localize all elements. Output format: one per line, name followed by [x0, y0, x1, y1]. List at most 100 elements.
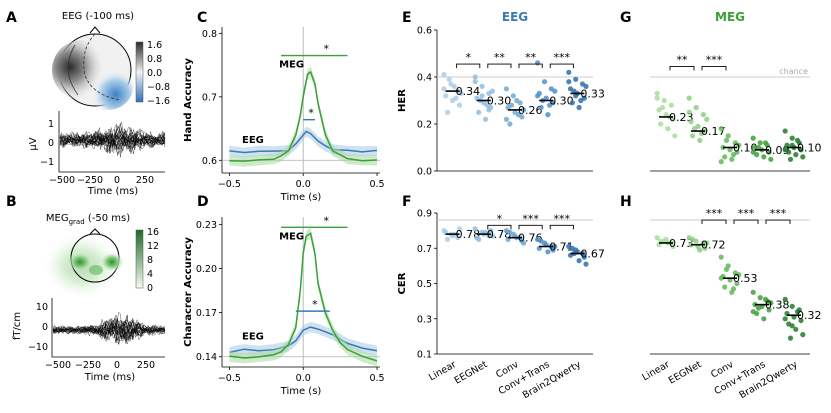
subject-point — [750, 135, 756, 141]
x-tick: 0 — [114, 360, 120, 371]
significance-bracket — [765, 219, 791, 225]
significance-bracket — [733, 219, 759, 225]
eeg-topomap-title: EEG (-100 ms) — [62, 11, 134, 22]
subject-point — [545, 112, 551, 118]
subject-point — [768, 300, 774, 306]
eeg-nose — [89, 26, 101, 34]
subject-point — [654, 95, 660, 101]
subject-point — [569, 100, 575, 106]
meg-topomap: MEGgrad (-50 ms) 16 12 8 4 0 — [44, 213, 159, 298]
subject-point — [798, 317, 804, 324]
eeg-contour-line — [83, 33, 121, 101]
subject-point — [761, 154, 767, 160]
trace-line — [59, 128, 166, 151]
y-tick-label: 0.9 — [417, 209, 432, 220]
subject-point — [789, 323, 795, 329]
y-tick: −1 — [40, 157, 54, 168]
meg-line — [229, 232, 378, 362]
subject-point — [509, 102, 515, 108]
subject-point — [693, 104, 699, 111]
subject-point — [794, 309, 801, 315]
meg-title-sub: grad — [69, 218, 85, 226]
eeg-series-label: EEG — [242, 331, 264, 342]
cbar-tick: 1.6 — [147, 40, 162, 51]
subject-point — [700, 112, 706, 118]
subject-point — [798, 147, 804, 153]
hand-accuracy-chart: 0.6 0.7 0.8 −0.5 0.0 0.5 Time (s) Hand Accuracy… — [183, 27, 385, 203]
subject-point — [661, 97, 667, 104]
subject-point — [750, 149, 756, 155]
trace-line — [59, 129, 166, 151]
subject-point — [538, 238, 544, 244]
significance-bracket — [487, 224, 512, 230]
subject-point — [723, 137, 730, 143]
subject-point — [583, 83, 589, 89]
significance-bracket — [456, 63, 481, 69]
mean-value-label: 0.78 — [456, 228, 481, 241]
subject-point — [691, 126, 698, 132]
significance-bracket — [549, 224, 574, 230]
subject-point — [755, 305, 762, 311]
y-tick-label: 0.20 — [196, 264, 217, 275]
subject-point — [686, 95, 692, 101]
subject-point — [725, 133, 731, 139]
x-tick-label: 0.0 — [296, 179, 311, 190]
panel-title: MEG — [715, 10, 745, 24]
subject-point — [761, 316, 767, 322]
mean-value-label: 0.23 — [669, 111, 694, 124]
x-tick-label: 0.0 — [296, 373, 311, 384]
significance-bracket — [487, 63, 512, 69]
subject-point — [782, 316, 788, 322]
eeg-topomap: EEG (-100 ms) 1.6 0.8 0.0 −0.8 −1.6 — [52, 11, 170, 110]
y-tick: 1 — [48, 119, 54, 130]
subject-point — [507, 229, 513, 235]
panel-label-e: E — [402, 10, 412, 26]
subject-point — [569, 245, 575, 251]
subject-point — [782, 147, 788, 153]
meg-topomap-title: MEGgrad (-50 ms) — [46, 213, 130, 226]
subject-point — [787, 156, 794, 162]
eeg-colorbar — [135, 41, 144, 103]
subject-point — [476, 109, 482, 115]
x-axis-label: Time (s) — [280, 386, 322, 397]
subject-point — [507, 121, 513, 127]
significance-stars: *** — [522, 212, 539, 225]
x-tick: −250 — [77, 175, 103, 186]
subject-point — [766, 307, 772, 313]
subject-point — [484, 102, 490, 108]
subject-point — [510, 93, 516, 99]
subject-point — [654, 235, 660, 241]
cbar-tick: 0.0 — [147, 68, 162, 79]
trace-line — [59, 127, 166, 154]
y-tick: 10 — [36, 302, 48, 313]
subject-point — [800, 332, 806, 338]
subject-point — [576, 104, 582, 111]
meg-cer-chart: 0.73 0.72 0.53 0.38 0.32 *** *** *** LinearEEGNe… — [640, 207, 821, 401]
meg-title-tail: (-50 ms) — [85, 213, 131, 224]
subject-point — [782, 296, 788, 302]
subject-point — [456, 102, 463, 108]
eeg-series-label: EEG — [242, 135, 264, 146]
y-tick-label: 0.7 — [202, 92, 217, 103]
subject-point — [659, 104, 666, 111]
meg-ylabel: fT/cm — [12, 312, 23, 340]
y-tick-label: 0.8 — [202, 29, 217, 40]
subject-point — [757, 295, 763, 301]
trace-line — [52, 325, 166, 336]
subject-point — [668, 102, 674, 108]
panel-label-b: B — [6, 194, 17, 210]
subject-point — [521, 240, 527, 246]
subject-point — [581, 254, 587, 260]
significance-stars: * — [465, 51, 471, 64]
subject-point — [521, 107, 527, 113]
eeg-positive-region — [82, 58, 134, 110]
x-tick-label: EEGNet — [667, 359, 704, 387]
subject-point — [718, 126, 724, 132]
trace-line — [59, 127, 166, 155]
subject-point — [541, 79, 548, 85]
subject-point — [718, 275, 724, 281]
subject-point — [755, 144, 762, 151]
subject-point — [793, 326, 799, 332]
